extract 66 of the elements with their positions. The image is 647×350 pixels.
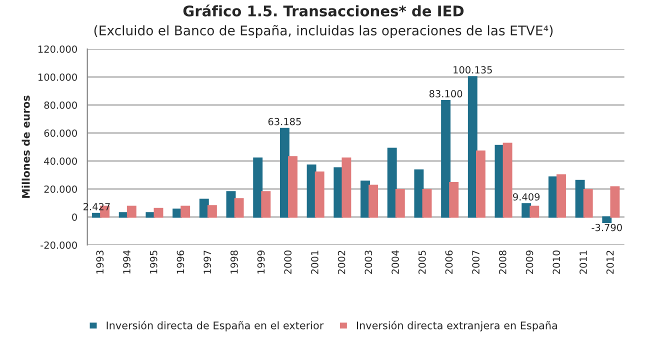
bar	[146, 212, 156, 218]
chart-title: Gráfico 1.5. Transacciones* de IED	[183, 4, 464, 16]
bar	[530, 206, 540, 218]
bar	[441, 100, 451, 218]
x-tick-label: 1995	[150, 250, 158, 274]
x-tick-label: 2007	[472, 250, 480, 274]
x-tick-label: 2004	[392, 250, 399, 274]
y-tick-label: 120.000	[38, 45, 77, 53]
x-tick-label: 2012	[606, 250, 614, 274]
x-tick-label: 2005	[418, 250, 426, 274]
x-tick-label: 1998	[230, 250, 238, 274]
bar	[288, 156, 298, 218]
x-tick-label: 2006	[445, 250, 453, 274]
y-tick-label: 40.000	[44, 157, 77, 165]
y-tick-label: 100.000	[38, 73, 77, 81]
bar	[556, 174, 566, 218]
y-tick-label: -20.000	[40, 241, 77, 249]
x-tick-label: 2000	[284, 250, 292, 274]
y-tick-label: 20.000	[44, 185, 77, 193]
data-label: 63.185	[268, 118, 301, 126]
x-tick-label: 1999	[257, 250, 265, 274]
bar	[261, 191, 271, 218]
bar	[234, 198, 244, 218]
x-tick-label: 1993	[96, 250, 104, 274]
bar	[476, 150, 486, 218]
x-tick-label: 2011	[580, 250, 587, 274]
x-tick-label: 2010	[552, 250, 560, 274]
data-label: 100.135	[454, 66, 492, 74]
x-tick-label: 2003	[364, 250, 372, 274]
x-tick-label: 2009	[526, 250, 534, 274]
bar	[154, 208, 164, 218]
x-tick-label: 2008	[498, 250, 506, 274]
x-tick-label: 1994	[123, 250, 130, 274]
bar	[422, 189, 432, 218]
bar	[387, 148, 397, 218]
bar	[342, 158, 352, 218]
bar	[368, 184, 378, 218]
y-axis-title: Millones de euros	[22, 96, 30, 198]
bar	[126, 206, 136, 218]
bar	[583, 189, 593, 218]
legend-label: Inversión directa extranjera en España	[356, 320, 557, 332]
data-label: 2.427	[84, 202, 110, 210]
y-tick-label: 0	[72, 213, 77, 221]
bar	[395, 189, 405, 218]
x-tick-label: 1997	[204, 250, 211, 274]
bar	[207, 205, 217, 218]
chart-subtitle: (Excluido el Banco de España, incluidas las operaciones de las ETVE⁴)	[94, 25, 553, 38]
bar	[502, 142, 512, 218]
data-label: -3.790	[592, 224, 622, 232]
bar	[602, 216, 612, 223]
bar	[280, 128, 290, 218]
bar	[314, 172, 324, 218]
bar	[180, 206, 190, 218]
data-label: 9.409	[513, 193, 540, 201]
x-tick-label: 2002	[338, 250, 346, 274]
bar	[468, 76, 478, 218]
legend-label: Inversión directa de España en el exterior	[106, 320, 324, 332]
x-tick-label: 2001	[311, 250, 318, 274]
y-tick-label: 60.000	[44, 129, 77, 137]
bar	[253, 158, 263, 218]
x-tick-label: 1996	[176, 250, 184, 274]
bar	[610, 186, 620, 218]
data-label: 83.100	[429, 90, 462, 98]
y-tick-label: 80.000	[44, 101, 77, 109]
bar	[449, 182, 459, 218]
bar	[414, 169, 424, 218]
